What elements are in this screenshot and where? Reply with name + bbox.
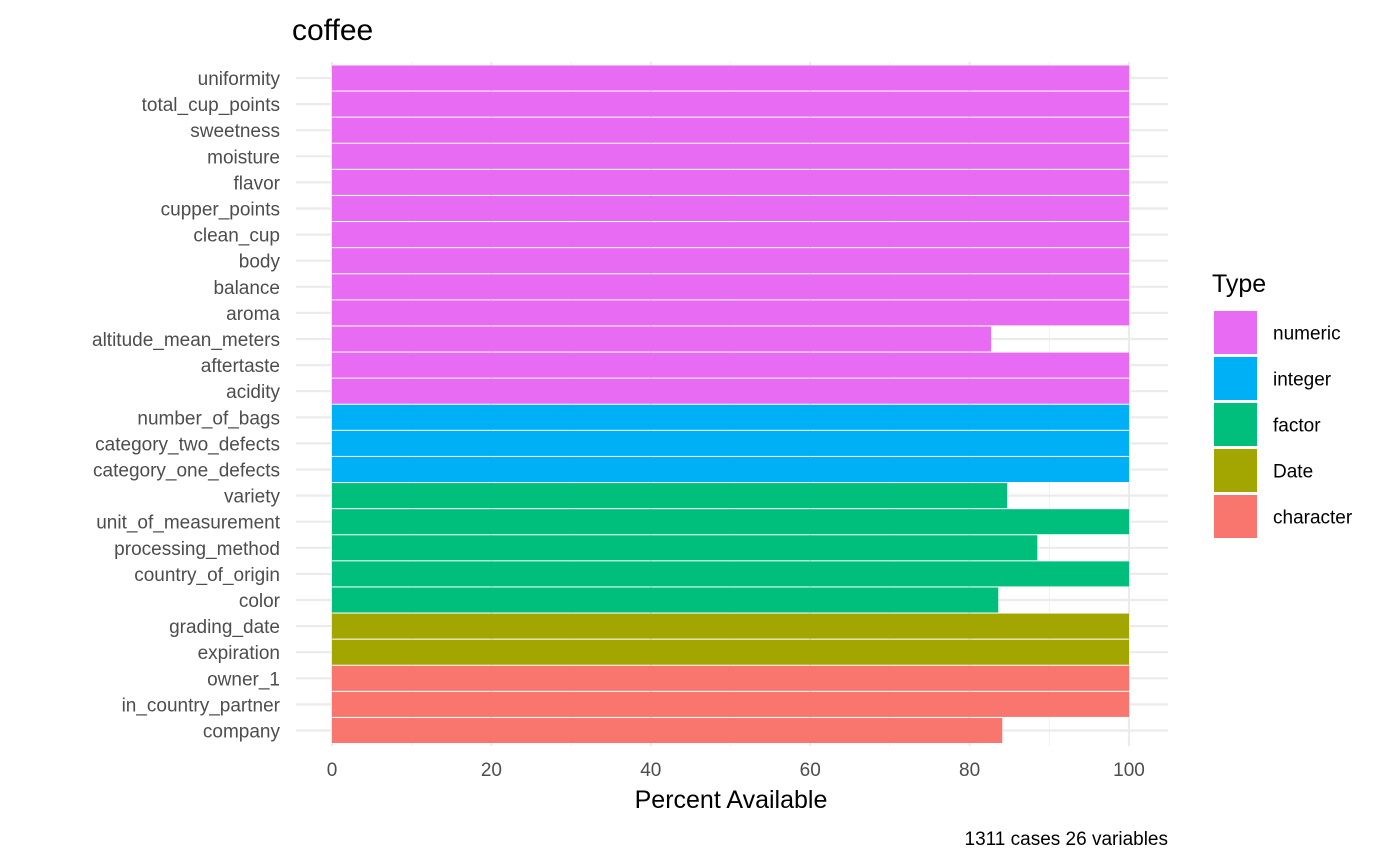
bar-expiration [332,639,1129,665]
y-tick-label: number_of_bags [137,408,280,429]
y-tick-label: sweetness [190,121,280,142]
y-tick-label: variety [224,487,280,508]
y-tick-label: acidity [226,382,280,403]
legend-title: Type [1212,270,1266,298]
bar-variety [332,483,1008,509]
legend-label: character [1273,508,1353,529]
bar-moisture [332,143,1129,169]
y-tick-label: flavor [234,173,281,194]
bar-total_cup_points [332,91,1129,117]
legend: Type numeric integer factor Date character [1212,270,1353,538]
y-tick-label: country_of_origin [134,565,280,586]
bar-balance [332,274,1129,300]
caption: 1311 cases 26 variables [965,829,1169,850]
legend-key-character [1214,495,1257,538]
y-tick-label: clean_cup [193,226,280,247]
y-tick-label: unit_of_measurement [96,513,280,534]
bar-company [332,717,1003,744]
y-tick-label: owner_1 [207,669,280,690]
x-tick-label: 0 [327,760,338,781]
bar-category_two_defects [332,430,1129,456]
bar-uniformity [332,65,1129,91]
y-axis: uniformity total_cup_points sweetness moist… [92,69,281,743]
x-tick-label: 40 [640,760,661,781]
bar-aftertaste [332,352,1129,378]
x-axis-label: Percent Available [635,786,828,814]
bars [332,65,1129,744]
x-tick-label: 100 [1113,760,1145,781]
bar-clean_cup [332,222,1129,248]
bar-altitude_mean_meters [332,326,992,352]
bar-sweetness [332,117,1129,143]
legend-key-date [1214,449,1257,492]
y-tick-label: grading_date [169,617,280,638]
bar-number_of_bags [332,404,1129,430]
legend-key-numeric [1214,311,1257,354]
y-tick-label: moisture [207,147,280,168]
chart-title: coffee [292,14,373,47]
y-tick-label: in_country_partner [122,695,281,716]
legend-key-integer [1214,357,1257,400]
x-tick-label: 80 [959,760,980,781]
bar-in_country_partner [332,691,1129,717]
y-tick-label: total_cup_points [142,95,280,116]
bar-grading_date [332,613,1129,639]
y-tick-label: cupper_points [161,200,280,221]
bar-acidity [332,378,1129,404]
y-tick-label: body [239,252,281,273]
bar-aroma [332,300,1129,326]
y-tick-label: processing_method [114,539,280,560]
x-axis: 0 20 40 60 80 100 [327,760,1145,781]
bar-unit_of_measurement [332,509,1129,535]
y-tick-label: expiration [198,643,280,664]
bar-category_one_defects [332,456,1129,483]
bar-color [332,587,999,613]
bar-processing_method [332,535,1038,561]
legend-key-factor [1214,403,1257,446]
y-tick-label: uniformity [198,69,281,90]
legend-label: factor [1273,416,1321,437]
y-tick-label: color [239,591,281,612]
bar-flavor [332,169,1129,195]
y-tick-label: aroma [226,304,280,325]
y-tick-label: category_two_defects [95,434,280,455]
bar-cupper_points [332,195,1129,222]
y-tick-label: company [203,722,281,743]
bar-country_of_origin [332,561,1129,587]
bar-owner_1 [332,665,1129,691]
y-tick-label: category_one_defects [93,461,280,482]
y-tick-label: aftertaste [201,356,280,377]
legend-label: Date [1273,462,1313,483]
y-tick-label: altitude_mean_meters [92,330,280,351]
legend-label: numeric [1273,324,1341,345]
y-tick-label: balance [213,278,280,299]
x-tick-label: 60 [800,760,821,781]
x-tick-label: 20 [481,760,502,781]
bar-body [332,248,1129,274]
legend-label: integer [1273,370,1332,391]
